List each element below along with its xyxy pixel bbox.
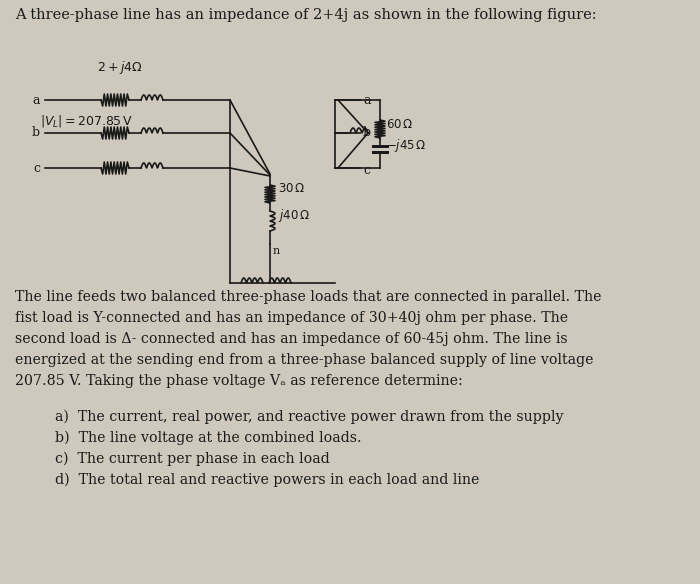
Text: c: c	[33, 162, 40, 175]
Text: n: n	[273, 246, 280, 256]
Text: The line feeds two balanced three-phase loads that are connected in parallel. Th: The line feeds two balanced three-phase …	[15, 290, 601, 304]
Text: $30\,\Omega$: $30\,\Omega$	[278, 182, 305, 196]
Text: $j40\,\Omega$: $j40\,\Omega$	[278, 207, 310, 224]
Text: energized at the sending end from a three-phase balanced supply of line voltage: energized at the sending end from a thre…	[15, 353, 594, 367]
Text: a)  The current, real power, and reactive power drawn from the supply: a) The current, real power, and reactive…	[55, 410, 564, 425]
Text: c: c	[363, 164, 370, 176]
Text: c)  The current per phase in each load: c) The current per phase in each load	[55, 452, 330, 467]
Text: d)  The total real and reactive powers in each load and line: d) The total real and reactive powers in…	[55, 473, 480, 488]
Text: second load is Δ- connected and has an impedance of 60-45j ohm. The line is: second load is Δ- connected and has an i…	[15, 332, 568, 346]
Text: b: b	[363, 127, 371, 140]
Text: $60\,\Omega$: $60\,\Omega$	[386, 117, 414, 130]
Text: A three-phase line has an impedance of 2+4j as shown in the following figure:: A three-phase line has an impedance of 2…	[15, 8, 596, 22]
Text: a: a	[363, 93, 370, 106]
Text: b)  The line voltage at the combined loads.: b) The line voltage at the combined load…	[55, 431, 362, 446]
Text: 207.85 V. Taking the phase voltage Vₐ as reference determine:: 207.85 V. Taking the phase voltage Vₐ as…	[15, 374, 463, 388]
Text: a: a	[32, 93, 40, 106]
Text: $2 + j4\Omega$: $2 + j4\Omega$	[97, 59, 143, 76]
Text: fist load is Y-connected and has an impedance of 30+40j ohm per phase. The: fist load is Y-connected and has an impe…	[15, 311, 568, 325]
Text: $-j45\,\Omega$: $-j45\,\Omega$	[386, 137, 426, 154]
Text: $|V_L| = 207.85\,\mathrm{V}$: $|V_L| = 207.85\,\mathrm{V}$	[40, 113, 134, 129]
Text: b: b	[32, 127, 40, 140]
